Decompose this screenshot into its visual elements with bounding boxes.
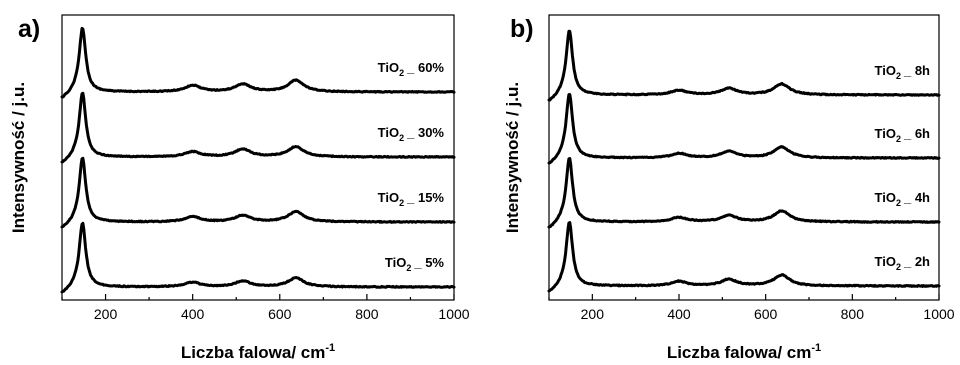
series-label: TiO2 _ 15%: [378, 190, 445, 208]
series-label-suffix: _ 2h: [903, 254, 930, 269]
series-label-subscript: 2: [399, 68, 404, 78]
x-axis-title-superscript: -1: [325, 342, 335, 354]
series-label-base: TiO: [875, 190, 896, 205]
x-tick-label: 600: [754, 306, 778, 322]
series-label-suffix: _ 15%: [406, 190, 444, 205]
spectrum-line-1: [547, 29, 941, 102]
x-axis-title-text: Liczba falowa/ cm: [181, 343, 326, 362]
spectrum-line-1: [60, 26, 456, 99]
series-label-base: TiO: [875, 254, 896, 269]
spectrum-line-2: [60, 91, 456, 164]
series-label-subscript: 2: [896, 198, 901, 208]
series-label-subscript: 2: [406, 263, 411, 273]
series-label-base: TiO: [385, 255, 406, 270]
series-label: TiO2 _ 30%: [378, 125, 445, 143]
x-tick-label: 1000: [438, 306, 469, 322]
x-tick-label: 1000: [923, 306, 954, 322]
series-label-base: TiO: [875, 126, 896, 141]
x-axis-title: Liczba falowa/ cm-1: [667, 342, 821, 362]
x-tick-label: 800: [355, 306, 379, 322]
x-axis-title: Liczba falowa/ cm-1: [181, 342, 335, 362]
series-label: TiO2 _ 5%: [385, 255, 445, 273]
x-tick-label: 200: [581, 306, 605, 322]
series-label: TiO2 _ 60%: [378, 60, 445, 78]
series-label-subscript: 2: [896, 71, 901, 81]
series-label-suffix: _ 8h: [903, 63, 930, 78]
panel-label: a): [18, 15, 40, 43]
series-label-subscript: 2: [399, 198, 404, 208]
x-axis-title-text: Liczba falowa/ cm: [667, 343, 812, 362]
series-label-suffix: _ 30%: [406, 125, 444, 140]
series-label-suffix: _ 5%: [413, 255, 444, 270]
series-label-suffix: _ 60%: [406, 60, 444, 75]
spectrum-line-2: [547, 93, 941, 165]
series-label: TiO2 _ 8h: [875, 63, 931, 81]
series-label-base: TiO: [875, 63, 896, 78]
x-tick-label: 800: [841, 306, 865, 322]
x-axis-title-superscript: -1: [811, 342, 821, 354]
series-label-suffix: _ 6h: [903, 126, 930, 141]
series-label-suffix: _ 4h: [903, 190, 930, 205]
series-label: TiO2 _ 4h: [875, 190, 931, 208]
panel-label: b): [510, 15, 534, 43]
series-label-subscript: 2: [399, 133, 404, 143]
x-tick-label: 400: [667, 306, 691, 322]
series-label-subscript: 2: [896, 134, 901, 144]
y-axis-title: Intensywność / j.u.: [503, 82, 522, 233]
x-tick-label: 600: [268, 306, 292, 322]
spectrum-line-4: [60, 221, 456, 294]
y-axis-title: Intensywność / j.u.: [9, 82, 28, 233]
chart-panel-a: a) 200 400 600 800 1000 Liczba falowa/ cm-1 Int…: [9, 14, 470, 362]
series-label: TiO2 _ 2h: [875, 254, 931, 272]
x-tick-label: 200: [94, 306, 118, 322]
chart-panel-b: b) 200 400 600 800 1000 Liczba falowa/ cm-1 Int…: [503, 14, 955, 362]
series-label-base: TiO: [378, 190, 399, 205]
spectrum-line-3: [547, 157, 941, 229]
spectrum-line-4: [547, 221, 941, 293]
series-label-base: TiO: [378, 125, 399, 140]
spectrum-line-3: [60, 156, 456, 229]
x-tick-label: 400: [181, 306, 205, 322]
series-label-base: TiO: [378, 60, 399, 75]
series-label: TiO2 _ 6h: [875, 126, 931, 144]
series-label-subscript: 2: [896, 262, 901, 272]
